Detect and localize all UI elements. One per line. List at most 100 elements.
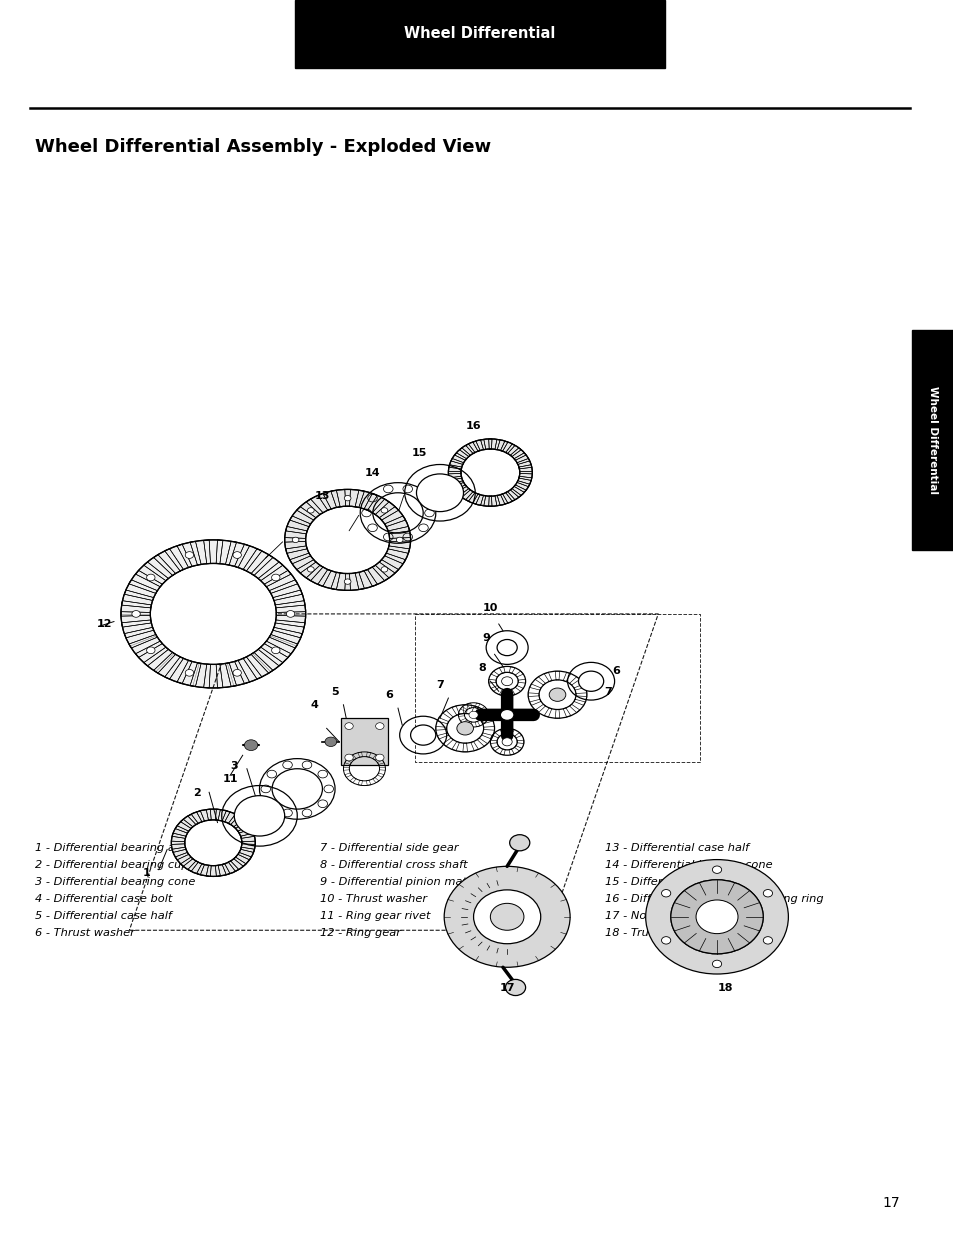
Text: 5: 5 [331,687,338,697]
Text: 16: 16 [465,421,481,431]
Text: 16 - Differential bearing adjusting ring: 16 - Differential bearing adjusting ring [604,894,822,904]
Text: 11 - Ring gear rivet: 11 - Ring gear rivet [319,911,430,921]
Bar [294,0,664,68]
Text: 18 - Truetrac (optional): 18 - Truetrac (optional) [604,927,737,939]
Circle shape [234,795,284,836]
Circle shape [549,688,565,701]
Circle shape [670,879,762,953]
Circle shape [375,755,384,761]
Circle shape [469,711,477,719]
Text: 9: 9 [481,632,490,643]
Circle shape [307,508,314,513]
Circle shape [501,677,512,685]
Text: 13 - Differential case half: 13 - Differential case half [604,844,748,853]
Circle shape [272,647,279,653]
Circle shape [762,936,772,944]
Circle shape [696,900,738,934]
Text: 4: 4 [310,700,317,710]
Bar [911,330,953,550]
Text: 12 - Ring gear: 12 - Ring gear [319,927,400,939]
Text: 7: 7 [436,680,443,690]
Circle shape [284,489,410,590]
Text: 15: 15 [411,448,426,458]
Text: Wheel Differential Assembly - Exploded View: Wheel Differential Assembly - Exploded V… [35,138,491,156]
Text: 9 - Differential pinion mate: 9 - Differential pinion mate [319,877,474,887]
Bar [341,719,387,766]
Text: 15 - Differential bearing cup: 15 - Differential bearing cup [604,877,765,887]
Circle shape [305,506,389,573]
Circle shape [185,669,193,677]
Text: 8 - Differential cross shaft: 8 - Differential cross shaft [319,860,467,869]
Text: 1: 1 [142,868,150,878]
Text: 14 - Differential bearing cone: 14 - Differential bearing cone [604,860,772,869]
Text: 17 - No-Spin (optional): 17 - No-Spin (optional) [604,911,734,921]
Circle shape [233,552,241,558]
Text: 10: 10 [482,603,497,613]
Circle shape [292,537,298,542]
Text: 6 - Thrust washer: 6 - Thrust washer [35,927,134,939]
Circle shape [448,438,532,506]
Circle shape [499,709,514,720]
Circle shape [473,890,540,944]
Circle shape [578,671,603,692]
Circle shape [380,508,387,513]
Circle shape [344,579,351,584]
Circle shape [132,610,140,618]
Text: 12: 12 [96,620,112,630]
Circle shape [645,860,787,974]
Text: 17: 17 [882,1195,899,1210]
Circle shape [456,721,473,735]
Circle shape [670,879,762,953]
Circle shape [244,740,257,751]
Text: 6: 6 [385,690,394,700]
Text: 2 - Differential bearing cup: 2 - Differential bearing cup [35,860,189,869]
Text: 7: 7 [603,687,611,697]
Text: 11: 11 [222,774,237,784]
Circle shape [233,669,241,677]
Circle shape [344,722,353,730]
Circle shape [272,574,279,580]
Circle shape [395,537,402,542]
Circle shape [172,809,255,877]
Text: 2: 2 [193,788,200,798]
Circle shape [410,725,436,745]
Text: 10 - Thrust washer: 10 - Thrust washer [319,894,427,904]
Circle shape [660,936,670,944]
Circle shape [147,647,155,653]
Circle shape [286,610,294,618]
Circle shape [762,889,772,897]
Text: 1 - Differential bearing adjusting ring: 1 - Differential bearing adjusting ring [35,844,246,853]
Circle shape [151,563,276,664]
Text: 4 - Differential case bolt: 4 - Differential case bolt [35,894,172,904]
Text: 17: 17 [498,983,515,993]
Circle shape [375,722,384,730]
Circle shape [185,552,193,558]
Circle shape [444,866,570,967]
Circle shape [380,567,387,572]
Text: 14: 14 [365,468,380,478]
Text: 13: 13 [314,492,330,501]
Circle shape [307,567,314,572]
Circle shape [505,979,525,995]
Text: 7 - Differential side gear: 7 - Differential side gear [319,844,458,853]
Circle shape [501,737,512,746]
Text: 3 - Differential bearing cone: 3 - Differential bearing cone [35,877,195,887]
Circle shape [416,474,463,511]
Text: 18: 18 [717,983,733,993]
Circle shape [509,835,529,851]
Text: Wheel Differential: Wheel Differential [927,387,937,494]
Circle shape [147,574,155,580]
Text: 6: 6 [612,667,619,677]
Circle shape [121,540,305,688]
Circle shape [344,495,351,501]
Circle shape [344,755,353,761]
Circle shape [325,737,336,746]
Text: 5 - Differential case half: 5 - Differential case half [35,911,172,921]
Circle shape [460,450,519,496]
Circle shape [185,820,242,866]
Circle shape [497,640,517,656]
Circle shape [490,903,523,930]
Text: 8: 8 [477,663,485,673]
Circle shape [660,889,670,897]
Circle shape [712,866,720,873]
